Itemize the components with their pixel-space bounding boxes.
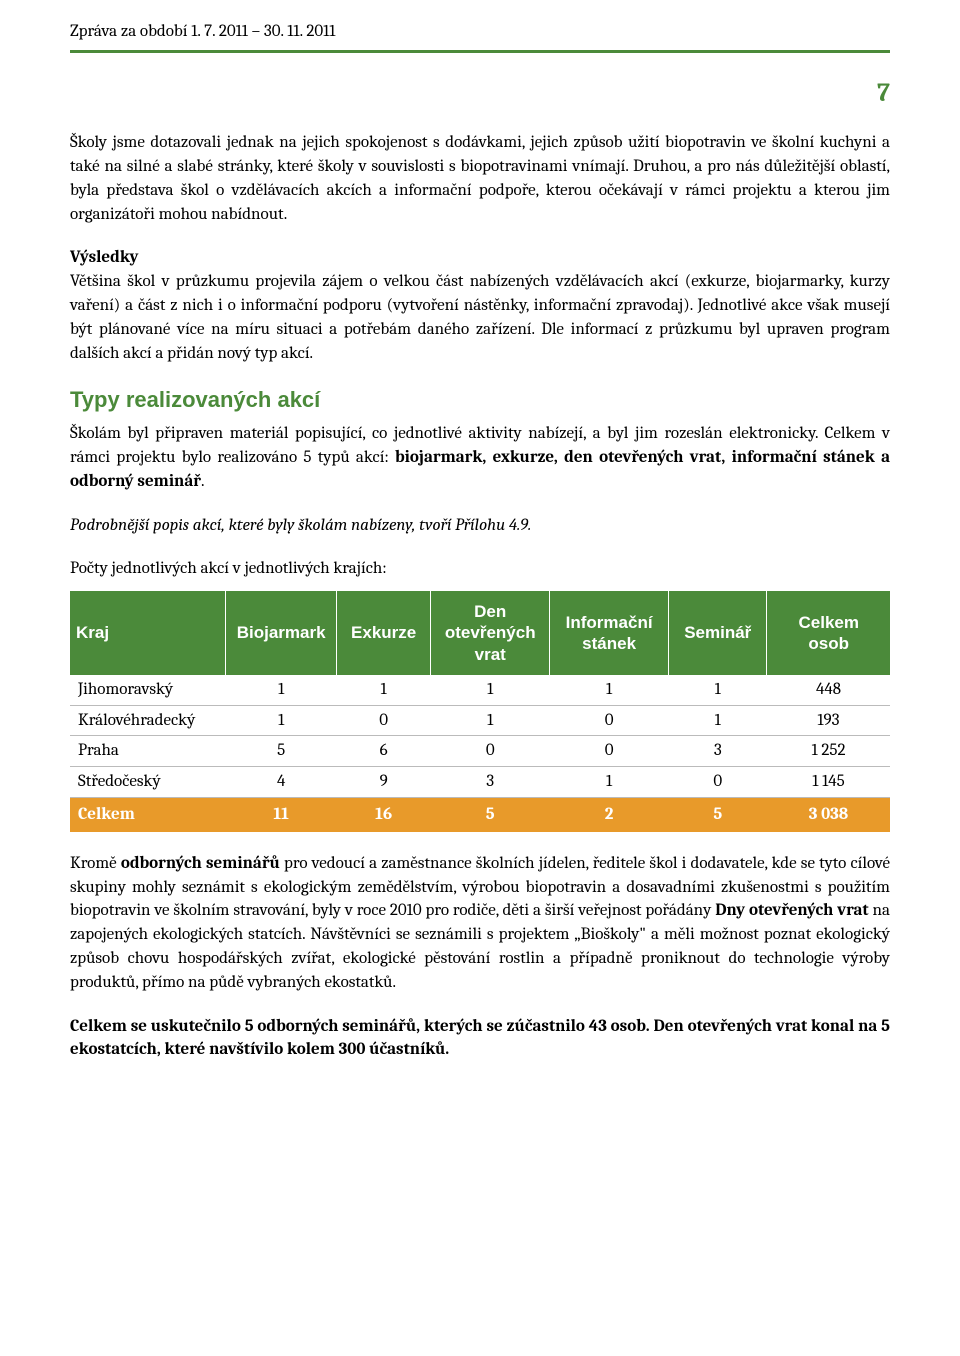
table-cell: 4 bbox=[226, 767, 337, 798]
table-cell: 1 bbox=[550, 767, 669, 798]
table-row: Jihomoravský11111448 bbox=[70, 675, 890, 705]
table-cell: 3 bbox=[669, 736, 767, 767]
seminar-paragraph: Kromě odborných seminářů pro vedoucí a z… bbox=[70, 852, 890, 995]
table-cell: 1 bbox=[669, 675, 767, 705]
table-col-header: Denotevřenýchvrat bbox=[431, 591, 550, 675]
section-heading: Typy realizovaných akcí bbox=[70, 385, 890, 416]
table-cell: 193 bbox=[767, 705, 890, 736]
table-cell: 9 bbox=[336, 767, 430, 798]
table-col-header: Biojarmark bbox=[226, 591, 337, 675]
table-row: Královéhradecký10101193 bbox=[70, 705, 890, 736]
page-number: 7 bbox=[877, 78, 890, 108]
table-row: Praha560031 252 bbox=[70, 736, 890, 767]
table-cell: 0 bbox=[336, 705, 430, 736]
appendix-note: Podrobnější popis akcí, které byly školá… bbox=[70, 514, 890, 538]
table-cell: 0 bbox=[669, 767, 767, 798]
table-cell: 1 bbox=[550, 675, 669, 705]
header-period: Zpráva za období 1. 7. 2011 – 30. 11. 20… bbox=[70, 20, 335, 44]
table-col-header: Seminář bbox=[669, 591, 767, 675]
table-col-header: Informačnístánek bbox=[550, 591, 669, 675]
table-cell: Praha bbox=[70, 736, 226, 767]
table-total-cell: Celkem bbox=[70, 798, 226, 832]
types-paragraph: Školám byl připraven materiál popisující… bbox=[70, 422, 890, 493]
vysledky-heading: Výsledky bbox=[70, 248, 139, 267]
table-cell: 448 bbox=[767, 675, 890, 705]
table-header-row: KrajBiojarmarkExkurzeDenotevřenýchvratIn… bbox=[70, 591, 890, 675]
page-header: Zpráva za období 1. 7. 2011 – 30. 11. 20… bbox=[70, 20, 890, 53]
table-total-cell: 5 bbox=[669, 798, 767, 832]
vysledky-paragraph: Výsledky Většina škol v průzkumu projevi… bbox=[70, 246, 890, 365]
table-cell: 1 bbox=[336, 675, 430, 705]
table-total-cell: 3 038 bbox=[767, 798, 890, 832]
table-cell: 1 145 bbox=[767, 767, 890, 798]
table-total-cell: 16 bbox=[336, 798, 430, 832]
table-cell: 1 bbox=[431, 705, 550, 736]
table-cell: 1 bbox=[431, 675, 550, 705]
table-cell: 0 bbox=[431, 736, 550, 767]
table-col-header: Celkemosob bbox=[767, 591, 890, 675]
summary-paragraph: Celkem se uskutečnilo 5 odborných seminá… bbox=[70, 1015, 890, 1063]
table-total-row: Celkem11165253 038 bbox=[70, 798, 890, 832]
table-cell: 6 bbox=[336, 736, 430, 767]
table-cell: 3 bbox=[431, 767, 550, 798]
table-total-cell: 5 bbox=[431, 798, 550, 832]
intro-paragraph: Školy jsme dotazovali jednak na jejich s… bbox=[70, 131, 890, 226]
vysledky-text: Většina škol v průzkumu projevila zájem … bbox=[70, 272, 890, 362]
table-cell: 0 bbox=[550, 736, 669, 767]
table-total-cell: 11 bbox=[226, 798, 337, 832]
table-cell: 1 bbox=[226, 705, 337, 736]
table-cell: 0 bbox=[550, 705, 669, 736]
table-total-cell: 2 bbox=[550, 798, 669, 832]
table-cell: 1 bbox=[226, 675, 337, 705]
table-cell: 5 bbox=[226, 736, 337, 767]
table-cell: Středočeský bbox=[70, 767, 226, 798]
table-cell: Královéhradecký bbox=[70, 705, 226, 736]
table-cell: 1 252 bbox=[767, 736, 890, 767]
table-cell: 1 bbox=[669, 705, 767, 736]
table-col-header: Kraj bbox=[70, 591, 226, 675]
table-row: Středočeský493101 145 bbox=[70, 767, 890, 798]
events-table: KrajBiojarmarkExkurzeDenotevřenýchvratIn… bbox=[70, 591, 890, 832]
table-cell: Jihomoravský bbox=[70, 675, 226, 705]
table-intro: Počty jednotlivých akcí v jednotlivých k… bbox=[70, 557, 890, 581]
table-col-header: Exkurze bbox=[336, 591, 430, 675]
